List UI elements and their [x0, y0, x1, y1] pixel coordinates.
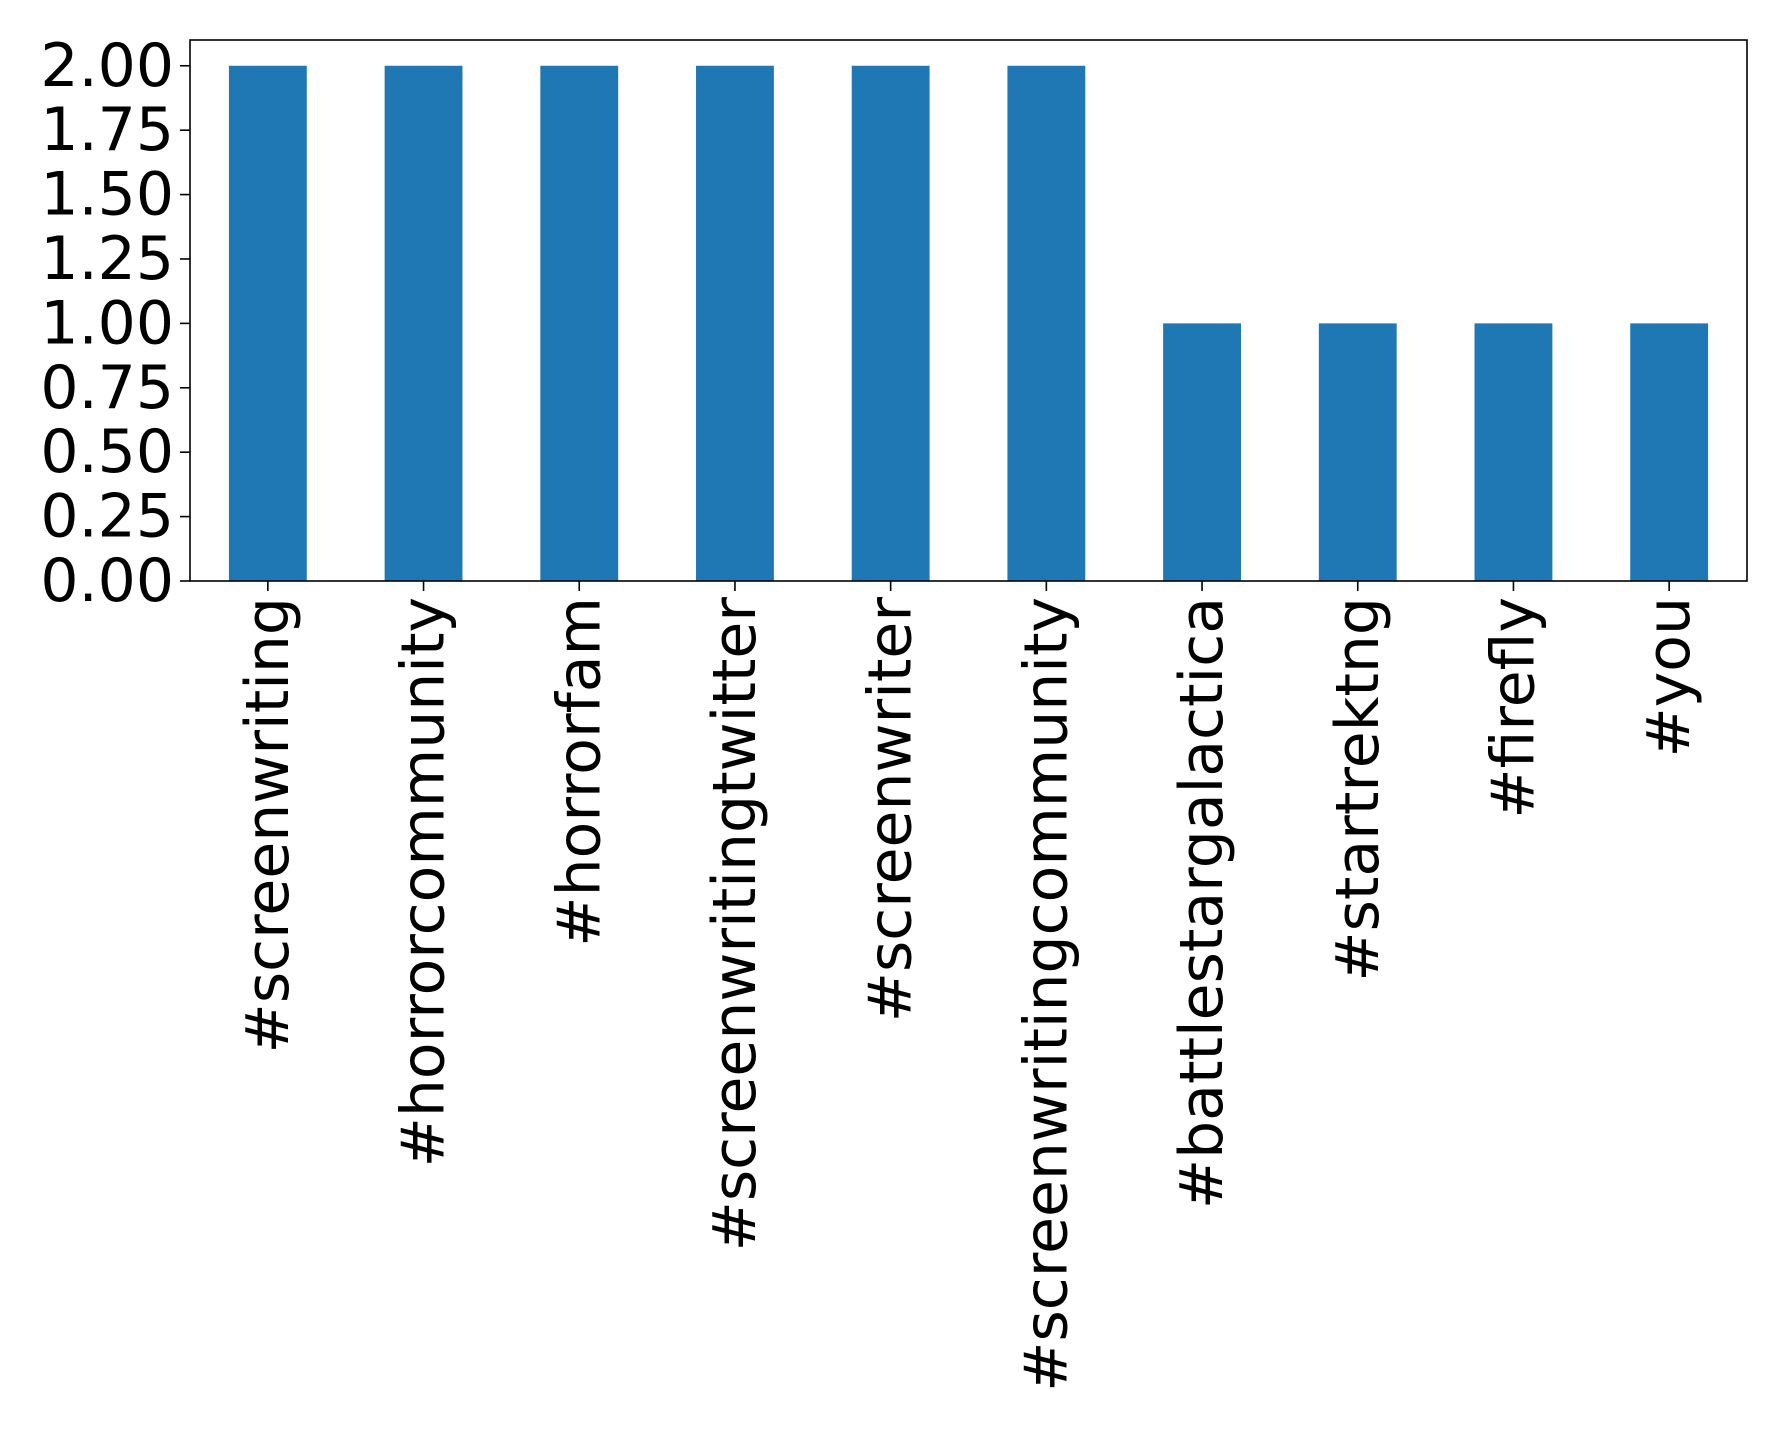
- x-tick-label: #horrorcommunity: [389, 597, 459, 1167]
- bar-6: [1163, 323, 1241, 581]
- y-tick-label: 1.00: [40, 288, 174, 358]
- bar-1: [384, 65, 463, 581]
- bar-0: [228, 65, 307, 581]
- y-tick-label: 1.50: [40, 160, 174, 230]
- y-tick-label: 2.00: [40, 31, 174, 101]
- bar-5: [1007, 65, 1086, 581]
- y-tick-label: 1.25: [40, 224, 174, 294]
- bar-9: [1630, 323, 1709, 581]
- x-tick-label: #horrorfam: [544, 597, 614, 947]
- bars-group: [228, 65, 1709, 581]
- y-tick-label: 0.25: [40, 482, 174, 552]
- x-tick-label: #you: [1634, 597, 1704, 758]
- x-tick-label: #screenwriter: [856, 597, 926, 1023]
- y-tick-label: 1.75: [40, 95, 174, 165]
- bar-4: [851, 65, 930, 581]
- bar-8: [1474, 323, 1553, 581]
- x-tick-label: #startrektng: [1323, 597, 1393, 982]
- x-tick-label: #screenwritingcommunity: [1011, 597, 1081, 1392]
- x-tick-label: #firefly: [1478, 597, 1548, 819]
- x-tick-label: #battlestargalactica: [1167, 597, 1237, 1209]
- y-tick-label: 0.00: [40, 546, 174, 616]
- y-tick-label: 0.50: [40, 417, 174, 487]
- x-tick-label: #screenwriting: [233, 597, 303, 1053]
- plot-frame: [189, 39, 1748, 582]
- bar-3: [696, 65, 774, 581]
- x-tick-label: #screenwritingtwitter: [700, 597, 770, 1252]
- x-axis: #screenwriting #horrorcommunity #horrorfam…: [233, 581, 1704, 1392]
- bar-2: [540, 65, 619, 581]
- y-axis: 0.000.250.500.751.001.251.501.752.00: [40, 31, 190, 616]
- bar-7: [1318, 323, 1397, 581]
- y-tick-label: 0.75: [40, 353, 174, 423]
